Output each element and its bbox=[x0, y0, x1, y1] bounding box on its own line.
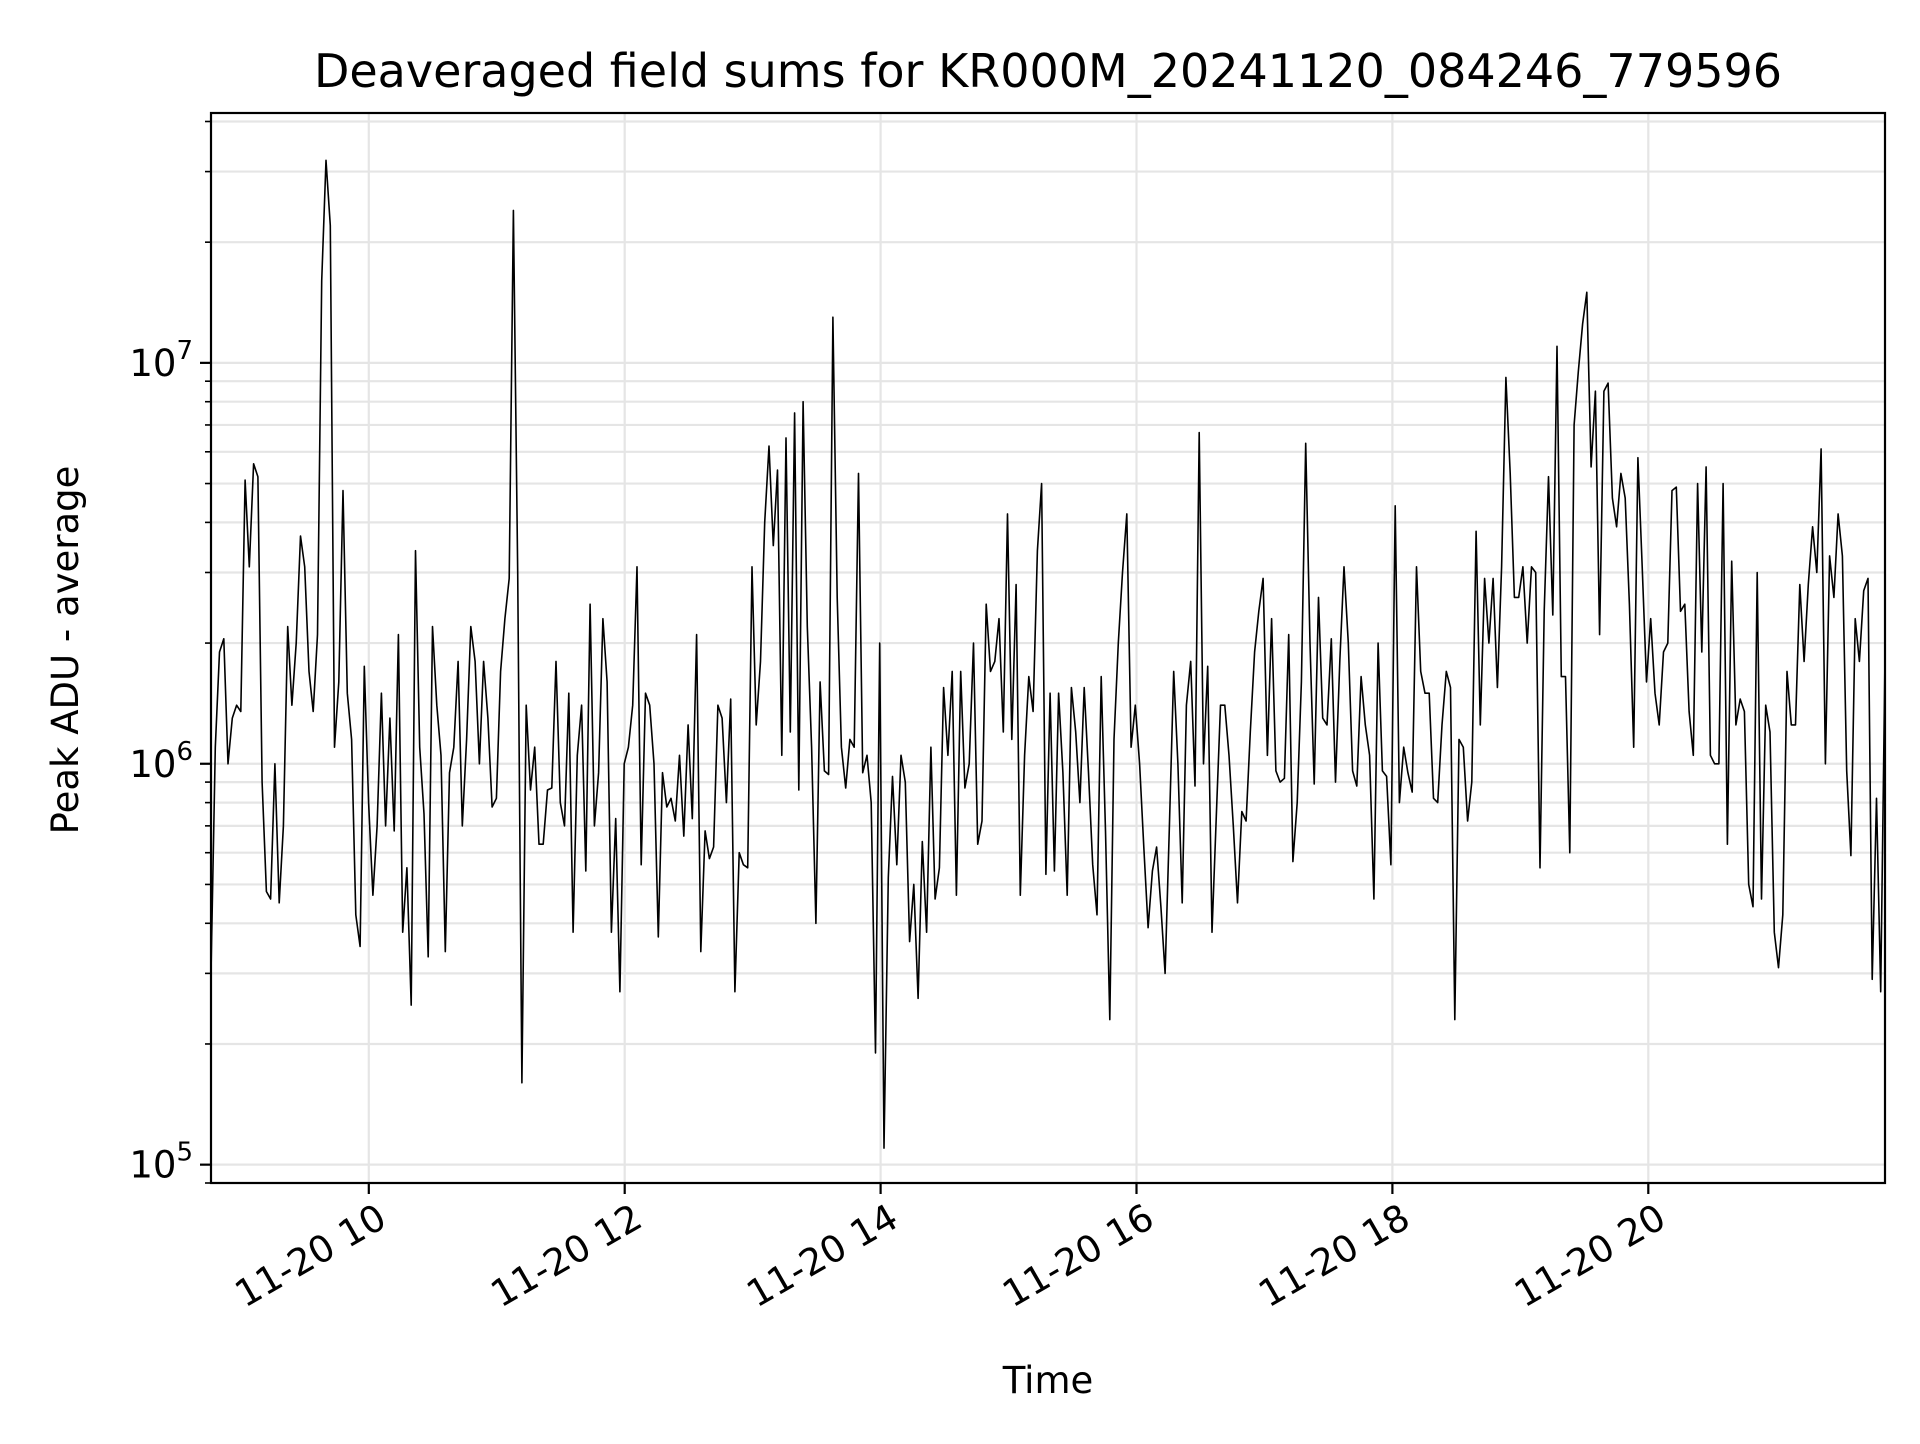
y-tick-label: 106 bbox=[129, 737, 193, 786]
axes-frame bbox=[209, 111, 1887, 1185]
x-axis-label: Time bbox=[1002, 1359, 1094, 1402]
chart-title: Deaveraged field sums for KR000M_2024112… bbox=[314, 44, 1782, 98]
plot-area bbox=[210, 159, 1886, 1149]
series-line bbox=[210, 159, 1886, 1149]
y-axis-label: Peak ADU - average bbox=[44, 466, 87, 835]
y-tick-label: 107 bbox=[129, 336, 193, 385]
y-tick-label: 105 bbox=[129, 1138, 193, 1187]
